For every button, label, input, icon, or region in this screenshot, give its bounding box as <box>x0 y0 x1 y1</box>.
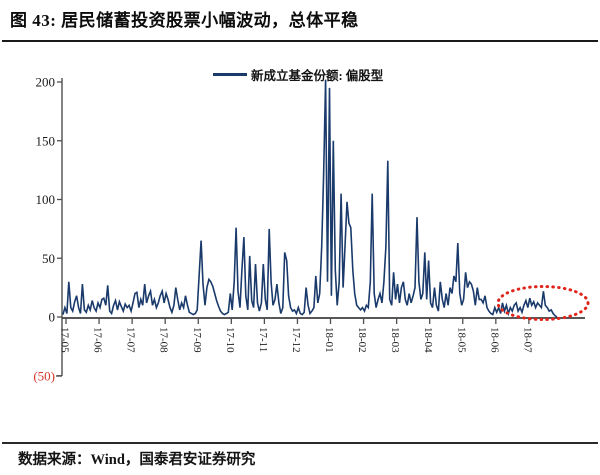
x-tick-label: 18-01 <box>323 327 335 353</box>
y-tick-label: (50) <box>33 368 55 383</box>
y-tick-label: 100 <box>36 192 56 207</box>
chart-region: 200 150 100 50 0 (50) 17-05 17-06 17-07 17-08 17-0… <box>0 45 600 442</box>
x-tick-label: 18-07 <box>521 327 533 353</box>
x-tick-label: 17-07 <box>125 327 137 353</box>
x-tick-label: 17-09 <box>191 327 203 353</box>
x-tick-label: 17-11 <box>257 327 269 352</box>
x-tick-label: 18-02 <box>356 327 368 353</box>
y-tick-label: 50 <box>42 251 55 266</box>
y-tick-label: 150 <box>36 133 56 148</box>
figure-header: 图 43: 居民储蓄投资股票小幅波动，总体平稳 <box>10 6 596 31</box>
y-tick-label: 0 <box>49 310 56 325</box>
chart-canvas: 200 150 100 50 0 (50) 17-05 17-06 17-07 17-08 17-0… <box>33 75 590 383</box>
x-tick-label: 17-06 <box>92 327 104 353</box>
legend-label: 新成立基金份额: 偏股型 <box>251 69 384 83</box>
footer-divider <box>2 442 598 444</box>
x-tick-label: 17-10 <box>224 327 236 353</box>
title-divider <box>2 40 598 42</box>
x-tick-label: 18-04 <box>422 327 434 353</box>
y-tick-label: 200 <box>36 75 56 90</box>
highlight-ellipse <box>496 285 590 321</box>
x-tick-label: 17-05 <box>59 327 71 353</box>
footer-source: 数据来源：Wind，国泰君安证券研究 <box>18 452 256 468</box>
page-title: 图 43: 居民储蓄投资股票小幅波动，总体平稳 <box>10 11 359 30</box>
series-line <box>62 79 558 318</box>
x-tick-label: 18-05 <box>455 327 467 353</box>
legend-line-swatch <box>213 73 247 76</box>
chart-legend: 新成立基金份额: 偏股型 <box>213 65 383 84</box>
x-tick-label: 17-08 <box>158 327 170 353</box>
x-tick-label: 18-06 <box>488 327 500 353</box>
x-tick-label: 18-03 <box>389 327 401 353</box>
x-tick-label: 17-12 <box>290 327 302 353</box>
